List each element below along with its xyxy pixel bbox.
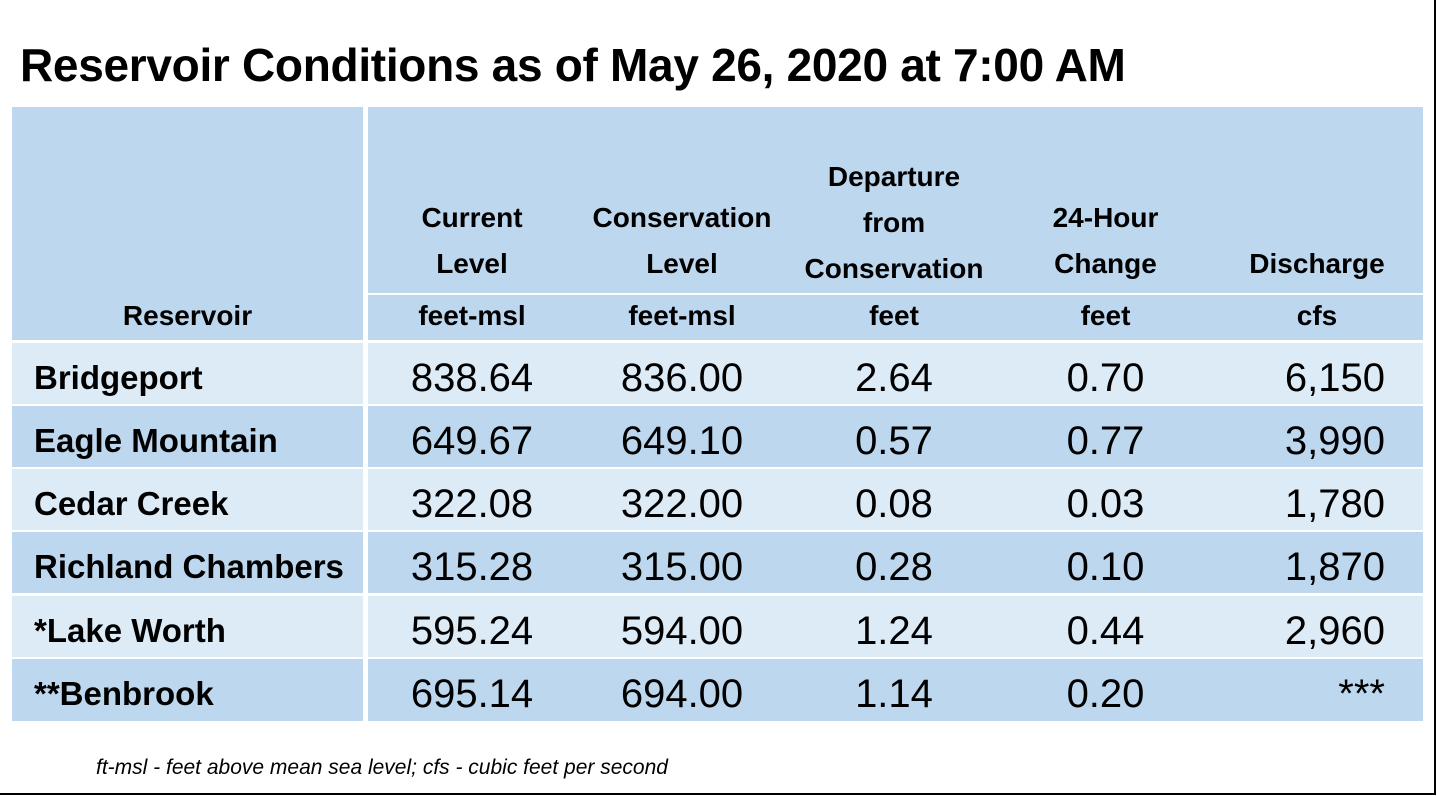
footnote: ft-msl - feet above mean sea level; cfs … (96, 756, 668, 779)
cell-departure: 2.64 (855, 356, 933, 400)
header-conservation-unit: feet-msl (628, 300, 736, 331)
header-departure: Departure from Conservation feet (788, 107, 1000, 340)
cell-discharge: 1,780 (1284, 482, 1385, 526)
cell-current: 649.67 (410, 419, 534, 463)
table-header: Reservoir Current Level feet-msl Conserv… (12, 107, 1423, 340)
cell-discharge: 1,870 (1284, 545, 1385, 589)
reservoir-table: Reservoir Current Level feet-msl Conserv… (12, 107, 1423, 721)
header-current-line-1: Current (421, 202, 523, 233)
cell-change: 0.03 (1066, 482, 1145, 526)
reservoir-name: Richland Chambers (34, 548, 344, 585)
cell-discharge: 6,150 (1284, 356, 1385, 400)
cell-current: 595.24 (410, 609, 534, 653)
header-reservoir: Reservoir (12, 107, 363, 340)
reservoir-name: Cedar Creek (34, 485, 229, 522)
cell-change: 0.20 (1066, 672, 1145, 716)
cell-current: 838.64 (410, 356, 534, 400)
cell-change: 0.44 (1066, 609, 1145, 653)
header-change-line-2: Change (1054, 248, 1157, 279)
header-discharge-line-1: Discharge (1249, 248, 1385, 279)
cell-current: 315.28 (410, 545, 534, 589)
cell-change: 0.77 (1066, 419, 1145, 463)
header-unit-divider (366, 293, 1423, 295)
table-row: Richland Chambers 315.28 315.00 0.28 0.10 1,8… (12, 532, 1423, 593)
cell-current: 322.08 (410, 482, 534, 526)
cell-current: 695.14 (410, 672, 534, 716)
header-departure-line-1: Departure (827, 161, 961, 192)
header-departure-unit: feet (869, 300, 919, 331)
column-divider (363, 107, 368, 721)
cell-discharge: 3,990 (1284, 419, 1385, 463)
table-row: Eagle Mountain 649.67 649.10 0.57 0.77 3,990 (12, 406, 1423, 467)
cell-conservation: 322.00 (620, 482, 744, 526)
cell-change: 0.70 (1066, 356, 1145, 400)
header-discharge: Discharge cfs (1211, 107, 1423, 340)
header-discharge-unit: cfs (1296, 300, 1338, 331)
reservoir-name: **Benbrook (34, 675, 214, 712)
header-change-unit: feet (1080, 300, 1131, 331)
header-24hour-change: 24-Hour Change feet (1000, 107, 1211, 340)
table-row: *Lake Worth 595.24 594.00 1.24 0.44 2,960 (12, 596, 1423, 657)
header-change-line-1: 24-Hour (1052, 202, 1159, 233)
cell-departure: 0.08 (855, 482, 933, 526)
cell-discharge: *** (1338, 672, 1385, 716)
cell-conservation: 836.00 (620, 356, 744, 400)
header-current-line-2: Level (436, 248, 508, 279)
cell-change: 0.10 (1066, 545, 1145, 589)
table-row: **Benbrook 695.14 694.00 1.14 0.20 *** (12, 659, 1423, 721)
header-conservation-line-1: Conservation (592, 202, 772, 233)
reservoir-name: Bridgeport (34, 359, 203, 396)
cell-conservation: 694.00 (620, 672, 744, 716)
table-row: Bridgeport 838.64 836.00 2.64 0.70 6,150 (12, 343, 1423, 404)
reservoir-name: *Lake Worth (34, 612, 226, 649)
cell-conservation: 315.00 (620, 545, 744, 589)
header-current-level: Current Level feet-msl (368, 107, 576, 340)
header-reservoir-label: Reservoir (122, 300, 253, 331)
cell-departure: 0.28 (855, 545, 933, 589)
cell-departure: 1.24 (855, 609, 933, 653)
header-departure-line-2: from (862, 207, 926, 238)
cell-departure: 0.57 (855, 419, 933, 463)
table-row: Cedar Creek 322.08 322.00 0.08 0.03 1,780 (12, 469, 1423, 530)
page-title: Reservoir Conditions as of May 26, 2020 … (20, 39, 1126, 91)
cell-departure: 1.14 (855, 672, 933, 716)
cell-conservation: 649.10 (620, 419, 744, 463)
header-conservation-level: Conservation Level feet-msl (576, 107, 788, 340)
header-departure-line-3: Conservation (804, 253, 984, 284)
reservoir-name: Eagle Mountain (34, 422, 278, 459)
cell-conservation: 594.00 (620, 609, 744, 653)
header-conservation-line-2: Level (646, 248, 718, 279)
cell-discharge: 2,960 (1284, 609, 1385, 653)
header-current-unit: feet-msl (418, 300, 526, 331)
